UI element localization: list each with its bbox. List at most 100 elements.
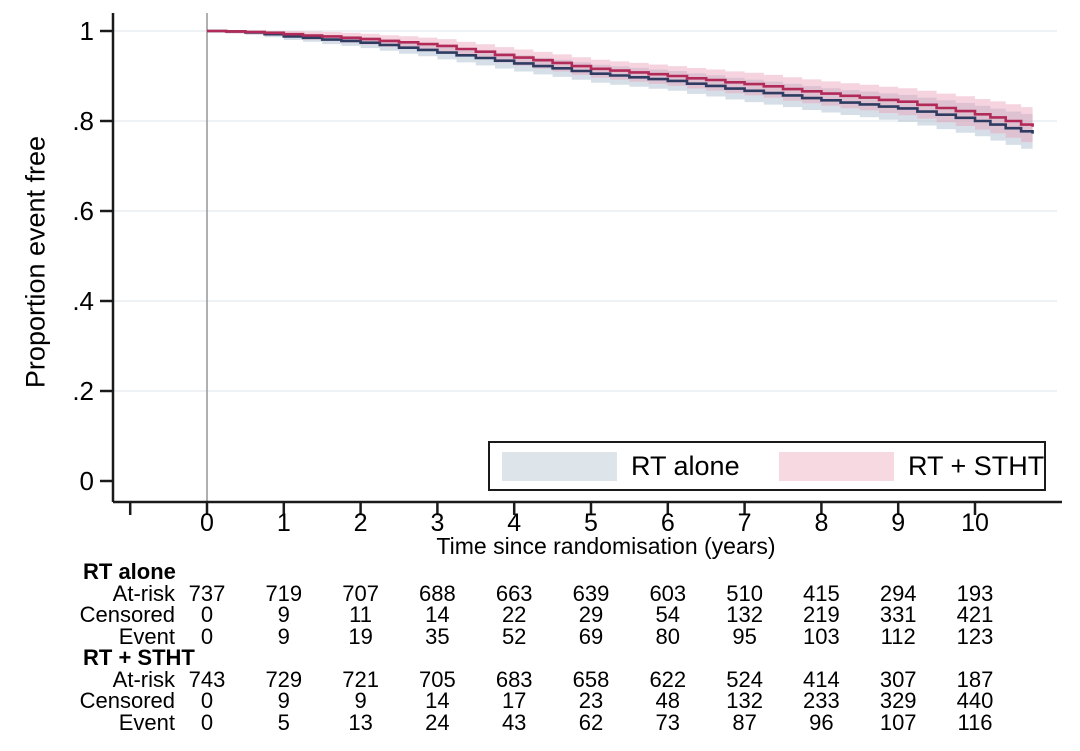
- risk-count: 524: [726, 666, 763, 692]
- x-axis-title: Time since randomisation (years): [436, 533, 776, 559]
- risk-count: 9: [277, 602, 290, 627]
- risk-count: 103: [803, 623, 840, 649]
- risk-count: 294: [879, 580, 917, 606]
- y-tick-label: .8: [72, 106, 94, 136]
- risk-count: 0: [200, 602, 214, 627]
- risk-count: 9: [354, 688, 367, 713]
- risk-count: 193: [956, 580, 994, 606]
- risk-count: 80: [655, 623, 681, 649]
- risk-count: 737: [188, 580, 226, 606]
- risk-count: 29: [578, 602, 604, 627]
- risk-count: 440: [956, 688, 994, 713]
- legend-label-rt-stht: RT + STHT: [908, 451, 1045, 481]
- risk-row-label: Censored: [79, 602, 175, 627]
- risk-row-label: Event: [118, 623, 175, 649]
- x-tick-label: 0: [200, 509, 214, 537]
- risk-count: 307: [879, 666, 917, 692]
- risk-count: 421: [956, 602, 994, 627]
- risk-count: 87: [732, 709, 757, 735]
- risk-count: 331: [879, 602, 917, 627]
- y-tick-label: .4: [72, 286, 94, 316]
- legend-label-rt-alone: RT alone: [631, 451, 740, 481]
- risk-count: 54: [655, 602, 681, 627]
- risk-count: 663: [495, 580, 533, 606]
- risk-count: 123: [956, 623, 994, 649]
- risk-row-label: At-risk: [112, 580, 175, 606]
- risk-count: 233: [803, 688, 840, 713]
- x-tick-label: 9: [891, 509, 905, 537]
- risk-count: 23: [578, 688, 604, 713]
- risk-count: 35: [425, 623, 450, 649]
- risk-count: 132: [726, 688, 763, 713]
- risk-count: 19: [348, 623, 373, 649]
- risk-count: 43: [501, 709, 527, 735]
- risk-group-header: RT alone: [83, 559, 176, 584]
- risk-count: 62: [578, 709, 604, 735]
- y-tick-label: .6: [72, 196, 94, 226]
- risk-count: 729: [265, 666, 303, 692]
- x-tick-label: 6: [661, 509, 675, 537]
- risk-count: 95: [732, 623, 757, 649]
- risk-count: 132: [726, 602, 763, 627]
- risk-count: 24: [425, 709, 450, 735]
- risk-count: 11: [349, 602, 373, 627]
- y-tick-label: 0: [80, 466, 94, 496]
- risk-count: 219: [803, 602, 840, 627]
- x-tick-label: 4: [507, 509, 521, 537]
- x-tick-label: 8: [814, 509, 828, 537]
- risk-group-header: RT + STHT: [83, 645, 195, 670]
- risk-count: 603: [649, 580, 687, 606]
- risk-count: 743: [188, 666, 226, 692]
- risk-count: 721: [342, 666, 379, 692]
- x-tick-label: 1: [277, 509, 291, 537]
- risk-count: 622: [649, 666, 687, 692]
- x-tick-label: 7: [738, 509, 752, 537]
- y-tick-label: 1: [80, 16, 94, 46]
- risk-count: 683: [495, 666, 533, 692]
- risk-count: 688: [419, 580, 456, 606]
- risk-count: 73: [655, 709, 681, 735]
- risk-count: 14: [425, 688, 450, 713]
- risk-count: 116: [957, 709, 993, 735]
- risk-count: 48: [655, 688, 681, 713]
- risk-count: 22: [501, 602, 527, 627]
- risk-count: 415: [803, 580, 840, 606]
- risk-count: 96: [809, 709, 834, 735]
- legend-box: RT alone RT + STHT: [488, 441, 1046, 491]
- risk-row-label: At-risk: [112, 666, 175, 692]
- x-tick-label: 3: [430, 509, 444, 537]
- risk-count: 414: [803, 666, 840, 692]
- legend-swatch-rt-alone: [502, 452, 617, 481]
- risk-count: 5: [277, 709, 290, 735]
- risk-count: 187: [956, 666, 994, 692]
- risk-count: 107: [879, 709, 917, 735]
- risk-count: 17: [501, 688, 527, 713]
- risk-count: 9: [277, 688, 290, 713]
- risk-count: 112: [880, 623, 916, 649]
- km-curve-rt-alone: [207, 29, 1034, 134]
- risk-count: 0: [200, 709, 214, 735]
- risk-count: 329: [879, 688, 917, 713]
- risk-count: 69: [578, 623, 604, 649]
- risk-row-label: Event: [118, 709, 175, 735]
- risk-count: 707: [342, 580, 379, 606]
- km-curve-rt-stht: [207, 29, 1034, 127]
- risk-count: 658: [572, 666, 610, 692]
- x-tick-label: 10: [961, 509, 989, 537]
- risk-count: 0: [200, 623, 214, 649]
- risk-count: 705: [419, 666, 456, 692]
- risk-count: 639: [572, 580, 610, 606]
- risk-count: 510: [726, 580, 763, 606]
- risk-row-label: Censored: [79, 688, 175, 713]
- risk-count: 9: [277, 623, 290, 649]
- legend-swatch-rt-stht: [779, 452, 894, 481]
- risk-count: 13: [348, 709, 373, 735]
- y-tick-label: .2: [72, 376, 94, 406]
- risk-count: 719: [265, 580, 303, 606]
- x-tick-label: 5: [584, 509, 598, 537]
- risk-count: 14: [425, 602, 450, 627]
- confidence-band-rt-stht: [207, 31, 1033, 145]
